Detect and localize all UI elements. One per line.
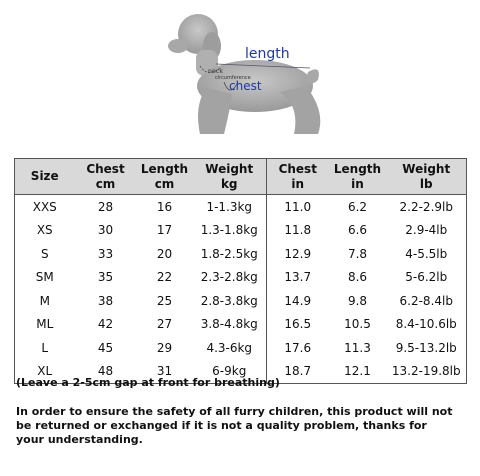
table-cell: 35 (97, 270, 114, 285)
header-weight-kg: Weight kg (192, 158, 267, 195)
table-cell: 33 (97, 246, 114, 261)
table-cell: 17 (156, 223, 173, 238)
table-cell: XL (14, 359, 75, 384)
header-chest-in: Chest in (266, 158, 329, 195)
table-row: S 33 20 1.8-2.5kg 12.9 7.8 4-5.5lb (14, 242, 467, 266)
table-cell: 11.0 (284, 199, 312, 214)
table-cell: 48 (74, 359, 137, 384)
table-cell: 42 (97, 317, 114, 332)
neck-label: neck (208, 68, 224, 75)
header-row: Size Chest cm Length cm Weight kg Chest in L… (14, 158, 467, 195)
table-cell: 16 (156, 199, 173, 214)
table-cell: 31 (136, 359, 193, 384)
table-cell: 8.4-10.6lb (386, 312, 467, 336)
table-cell: S (14, 242, 75, 266)
chest-label: chest (229, 79, 262, 93)
table-cell: 9.5-13.2lb (386, 336, 467, 360)
table-row: M 38 25 2.8-3.8kg 14.9 9.8 6.2-8.4lb (14, 289, 467, 313)
table-cell: 1.3-1.8kg (192, 218, 267, 242)
table-cell: 17.6 (284, 340, 312, 355)
table-cell: 45 (97, 340, 114, 355)
table-cell: 28 (97, 199, 114, 214)
table-cell: 6.2-8.4lb (386, 289, 467, 313)
table-cell: 6.2 (347, 199, 368, 214)
table-cell: 18.7 (266, 359, 329, 384)
table-cell: 4.3-6kg (192, 336, 267, 360)
table-row: XL 48 31 6-9kg 18.7 12.1 13.2-19.8lb (14, 359, 467, 384)
table-cell: 30 (97, 223, 114, 238)
table-cell: 5-6.2lb (386, 265, 467, 289)
dog-measurement-diagram (150, 6, 350, 146)
table-cell: 8.6 (347, 270, 368, 285)
table-cell: ML (14, 312, 75, 336)
table-row: SM 35 22 2.3-2.8kg 13.7 8.6 5-6.2lb (14, 265, 467, 289)
table-cell: 4-5.5lb (386, 242, 467, 266)
table-cell: 9.8 (347, 293, 368, 308)
header-length-in: Length in (328, 158, 387, 195)
table-cell: 13.7 (284, 270, 312, 285)
table-row: ML 42 27 3.8-4.8kg 16.5 10.5 8.4-10.6lb (14, 312, 467, 336)
table-cell: 10.5 (344, 317, 371, 332)
header-size: Size (14, 158, 75, 195)
table-cell: SM (14, 265, 75, 289)
table-cell: 20 (156, 246, 173, 261)
table-cell: 38 (97, 293, 114, 308)
table-cell: 2.8-3.8kg (192, 289, 267, 313)
breathing-gap-note: (Leave a 2-5cm gap at front for breathin… (16, 376, 280, 389)
table-cell: 12.9 (284, 246, 312, 261)
table-cell: 2.3-2.8kg (192, 265, 267, 289)
table-row: XXS 28 16 1-1.3kg 11.0 6.2 2.2-2.9lb (14, 194, 467, 219)
table-cell: 11.3 (344, 340, 371, 355)
header-chest-cm: Chest cm (74, 158, 137, 195)
size-chart-table: Size Chest cm Length cm Weight kg Chest in L… (14, 158, 467, 384)
table-cell: 6.6 (347, 223, 368, 238)
table-cell: M (14, 289, 75, 313)
table-cell: 22 (156, 270, 173, 285)
table-row: XS 30 17 1.3-1.8kg 11.8 6.6 2.9-4lb (14, 218, 467, 242)
table-row: L 45 29 4.3-6kg 17.6 11.3 9.5-13.2lb (14, 336, 467, 360)
header-weight-lb: Weight lb (386, 158, 467, 195)
table-cell: 16.5 (284, 317, 312, 332)
table-cell: 25 (156, 293, 173, 308)
table-cell: 27 (156, 317, 173, 332)
dog-silhouette-icon (168, 14, 321, 134)
table-cell: XS (14, 218, 75, 242)
table-cell: 12.1 (328, 359, 387, 384)
table-cell: 11.8 (284, 223, 312, 238)
table-cell: 1-1.3kg (192, 194, 267, 219)
length-label: length (245, 46, 290, 62)
neck-circumference-label: circumference (215, 75, 251, 81)
table-cell: 1.8-2.5kg (192, 242, 267, 266)
table-cell: 2.9-4lb (386, 218, 467, 242)
table-cell: 7.8 (347, 246, 368, 261)
table-cell: L (14, 336, 75, 360)
table-cell: 29 (156, 340, 173, 355)
table-cell: XXS (14, 194, 75, 219)
table-cell: 6-9kg (192, 359, 267, 384)
return-policy-text: In order to ensure the safety of all fur… (16, 405, 453, 446)
header-length-cm: Length cm (136, 158, 193, 195)
table-cell: 13.2-19.8lb (386, 359, 467, 384)
table-cell: 14.9 (284, 293, 312, 308)
table-cell: 2.2-2.9lb (386, 194, 467, 219)
table-cell: 3.8-4.8kg (192, 312, 267, 336)
